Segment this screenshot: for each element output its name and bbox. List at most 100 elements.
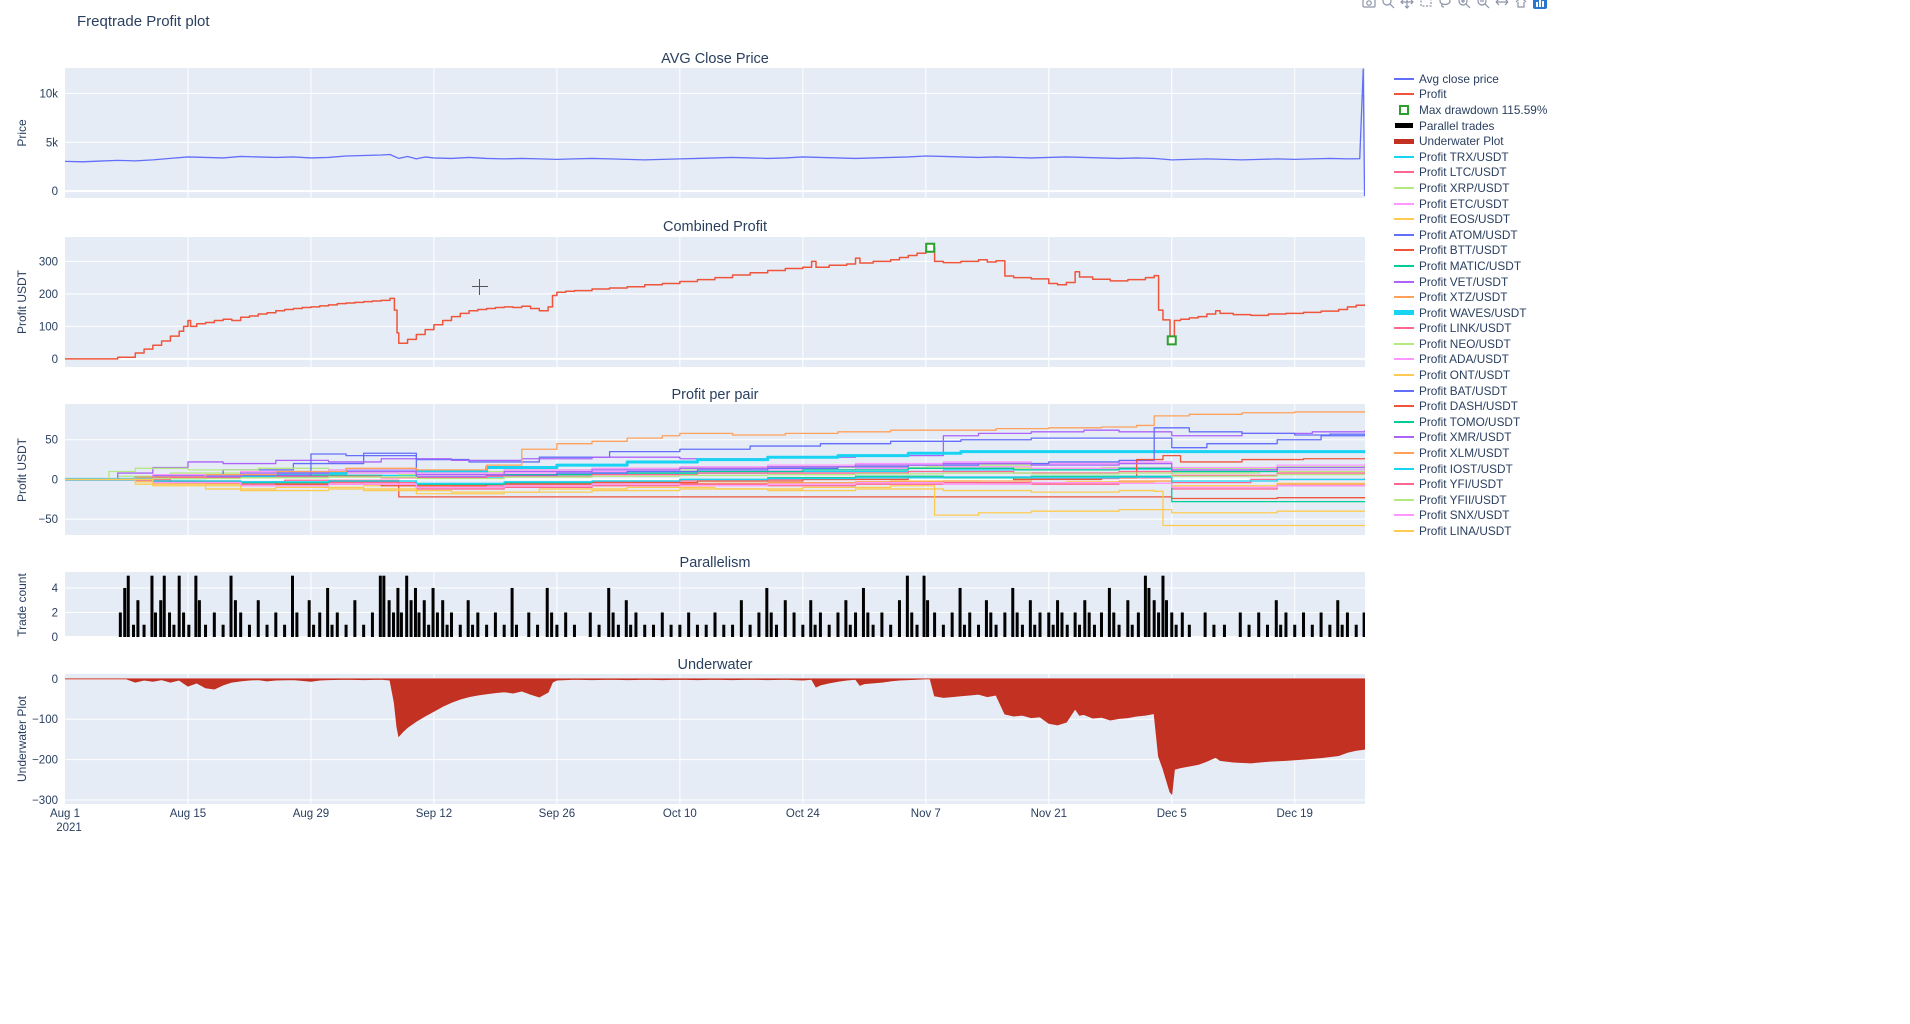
series-underwater-plot [65,678,1365,796]
parallel-trades-bar [1257,612,1261,637]
parallel-trades-bar [536,624,540,637]
parallel-trades-bar [1247,624,1251,637]
legend-item-profit-eos-usdt[interactable]: Profit EOS/USDT [1393,211,1547,227]
parallel-trades-bar [989,612,993,637]
legend-label: Profit XTZ/USDT [1419,290,1508,305]
legend-item-profit-ltc-usdt[interactable]: Profit LTC/USDT [1393,165,1547,181]
parallel-trades-bar [194,575,198,637]
parallel-trades-bar [150,575,154,637]
legend-item-profit-trx-usdt[interactable]: Profit TRX/USDT [1393,149,1547,165]
parallel-trades-bar [427,624,431,637]
legend-item-profit-link-usdt[interactable]: Profit LINK/USDT [1393,321,1547,337]
x-tick-year-label: 2021 [56,822,82,834]
parallel-trades-bar [182,612,186,637]
parallel-trades-bar [118,612,122,637]
parallel-trades-bar [678,624,682,637]
y-tick-label: 2 [52,607,58,619]
parallel-trades-bar [848,624,852,637]
legend-swatch-icon [1393,77,1415,80]
parallel-trades-bar [792,612,796,637]
legend-item-profit-btt-usdt[interactable]: Profit BTT/USDT [1393,243,1547,259]
legend-label: Profit [1419,87,1447,102]
parallel-trades-bar [643,624,647,637]
parallel-trades-bar [405,575,409,637]
parallel-trades-bar [126,575,130,637]
parallel-trades-bar [748,624,752,637]
reset-axes-icon[interactable] [1513,0,1529,10]
legend-item-parallel-trades[interactable]: Parallel trades [1393,118,1547,134]
parallel-trades-bar [370,612,374,637]
legend-item-profit[interactable]: Profit [1393,87,1547,103]
parallel-trades-bar [142,624,146,637]
legend-item-profit-atom-usdt[interactable]: Profit ATOM/USDT [1393,227,1547,243]
x-tick-label: Dec 19 [1277,808,1313,820]
plot-background-combined-profit[interactable] [65,237,1365,367]
parallel-trades-bar [1336,600,1340,637]
parallel-trades-bar [295,612,299,637]
parallel-trades-bar [307,600,311,637]
plot-background-avg-close-price[interactable] [65,68,1365,198]
legend-item-profit-ada-usdt[interactable]: Profit ADA/USDT [1393,352,1547,368]
pan-icon[interactable] [1399,0,1415,10]
parallel-trades-bar [977,624,981,637]
parallel-trades-bar [871,624,875,637]
chart-canvas[interactable]: 05k10k0100200300−500500240−100−200−300Au… [0,0,1380,850]
parallel-trades-bar [1274,600,1278,637]
legend-item-underwater-plot[interactable]: Underwater Plot [1393,133,1547,149]
legend-item-avg-close-price[interactable]: Avg close price [1393,71,1547,87]
parallel-trades-bar [739,600,743,637]
parallel-trades-bar [431,587,435,637]
parallel-trades-bar [168,612,172,637]
legend-item-profit-yfi-usdt[interactable]: Profit YFI/USDT [1393,476,1547,492]
legend-item-profit-ont-usdt[interactable]: Profit ONT/USDT [1393,367,1547,383]
subplot-underwater [65,674,1365,804]
series-profit-xmr-usdt [65,462,1365,481]
camera-icon[interactable] [1361,0,1377,10]
legend-item-profit-dash-usdt[interactable]: Profit DASH/USDT [1393,398,1547,414]
parallel-trades-bar [476,612,480,637]
legend-item-profit-xlm-usdt[interactable]: Profit XLM/USDT [1393,445,1547,461]
parallel-trades-bar [660,612,664,637]
zoom-icon[interactable] [1380,0,1396,10]
parallel-trades-bar [1047,612,1051,637]
parallel-trades-bar [968,612,972,637]
parallel-trades-bar [950,612,954,637]
legend-item-profit-xmr-usdt[interactable]: Profit XMR/USDT [1393,430,1547,446]
legend-item-profit-xtz-usdt[interactable]: Profit XTZ/USDT [1393,289,1547,305]
parallel-trades-bar [634,612,638,637]
legend-item-profit-tomo-usdt[interactable]: Profit TOMO/USDT [1393,414,1547,430]
legend-item-profit-yfii-usdt[interactable]: Profit YFII/USDT [1393,492,1547,508]
parallel-trades-bar [399,612,403,637]
box-select-icon[interactable] [1418,0,1434,10]
parallel-trades-bar [172,624,176,637]
yaxis-title-profit-usdt-2: Profit USDT [15,437,29,503]
legend-item-profit-lina-usdt[interactable]: Profit LINA/USDT [1393,523,1547,539]
parallel-trades-bar [941,624,945,637]
parallel-trades-bar [905,575,909,637]
autoscale-icon[interactable] [1494,0,1510,10]
legend-item-profit-iost-usdt[interactable]: Profit IOST/USDT [1393,461,1547,477]
parallel-trades-bar [413,587,417,637]
parallel-trades-bar [889,624,893,637]
legend-item-profit-vet-usdt[interactable]: Profit VET/USDT [1393,274,1547,290]
legend-item-profit-xrp-usdt[interactable]: Profit XRP/USDT [1393,180,1547,196]
subplot-title-profit-per-pair: Profit per pair [671,387,759,403]
legend-item-profit-etc-usdt[interactable]: Profit ETC/USDT [1393,196,1547,212]
legend-item-max-drawdown-115-59[interactable]: Max drawdown 115.59% [1393,102,1547,118]
parallel-trades-bar [783,600,787,637]
y-tick-label: −300 [32,795,58,807]
legend-item-profit-neo-usdt[interactable]: Profit NEO/USDT [1393,336,1547,352]
lasso-select-icon[interactable] [1437,0,1453,10]
legend-item-profit-waves-usdt[interactable]: Profit WAVES/USDT [1393,305,1547,321]
legend-item-profit-snx-usdt[interactable]: Profit SNX/USDT [1393,508,1547,524]
x-tick-label: Oct 10 [663,808,697,820]
legend-item-profit-matic-usdt[interactable]: Profit MATIC/USDT [1393,258,1547,274]
legend-item-profit-bat-usdt[interactable]: Profit BAT/USDT [1393,383,1547,399]
legend-swatch-icon [1393,218,1415,221]
plotly-logo[interactable] [1532,0,1548,10]
zoom-out-icon[interactable] [1475,0,1491,10]
parallel-trades-bar [572,624,576,637]
parallel-trades-bar [861,587,865,637]
parallel-trades-bar [1164,600,1168,637]
zoom-in-icon[interactable] [1456,0,1472,10]
